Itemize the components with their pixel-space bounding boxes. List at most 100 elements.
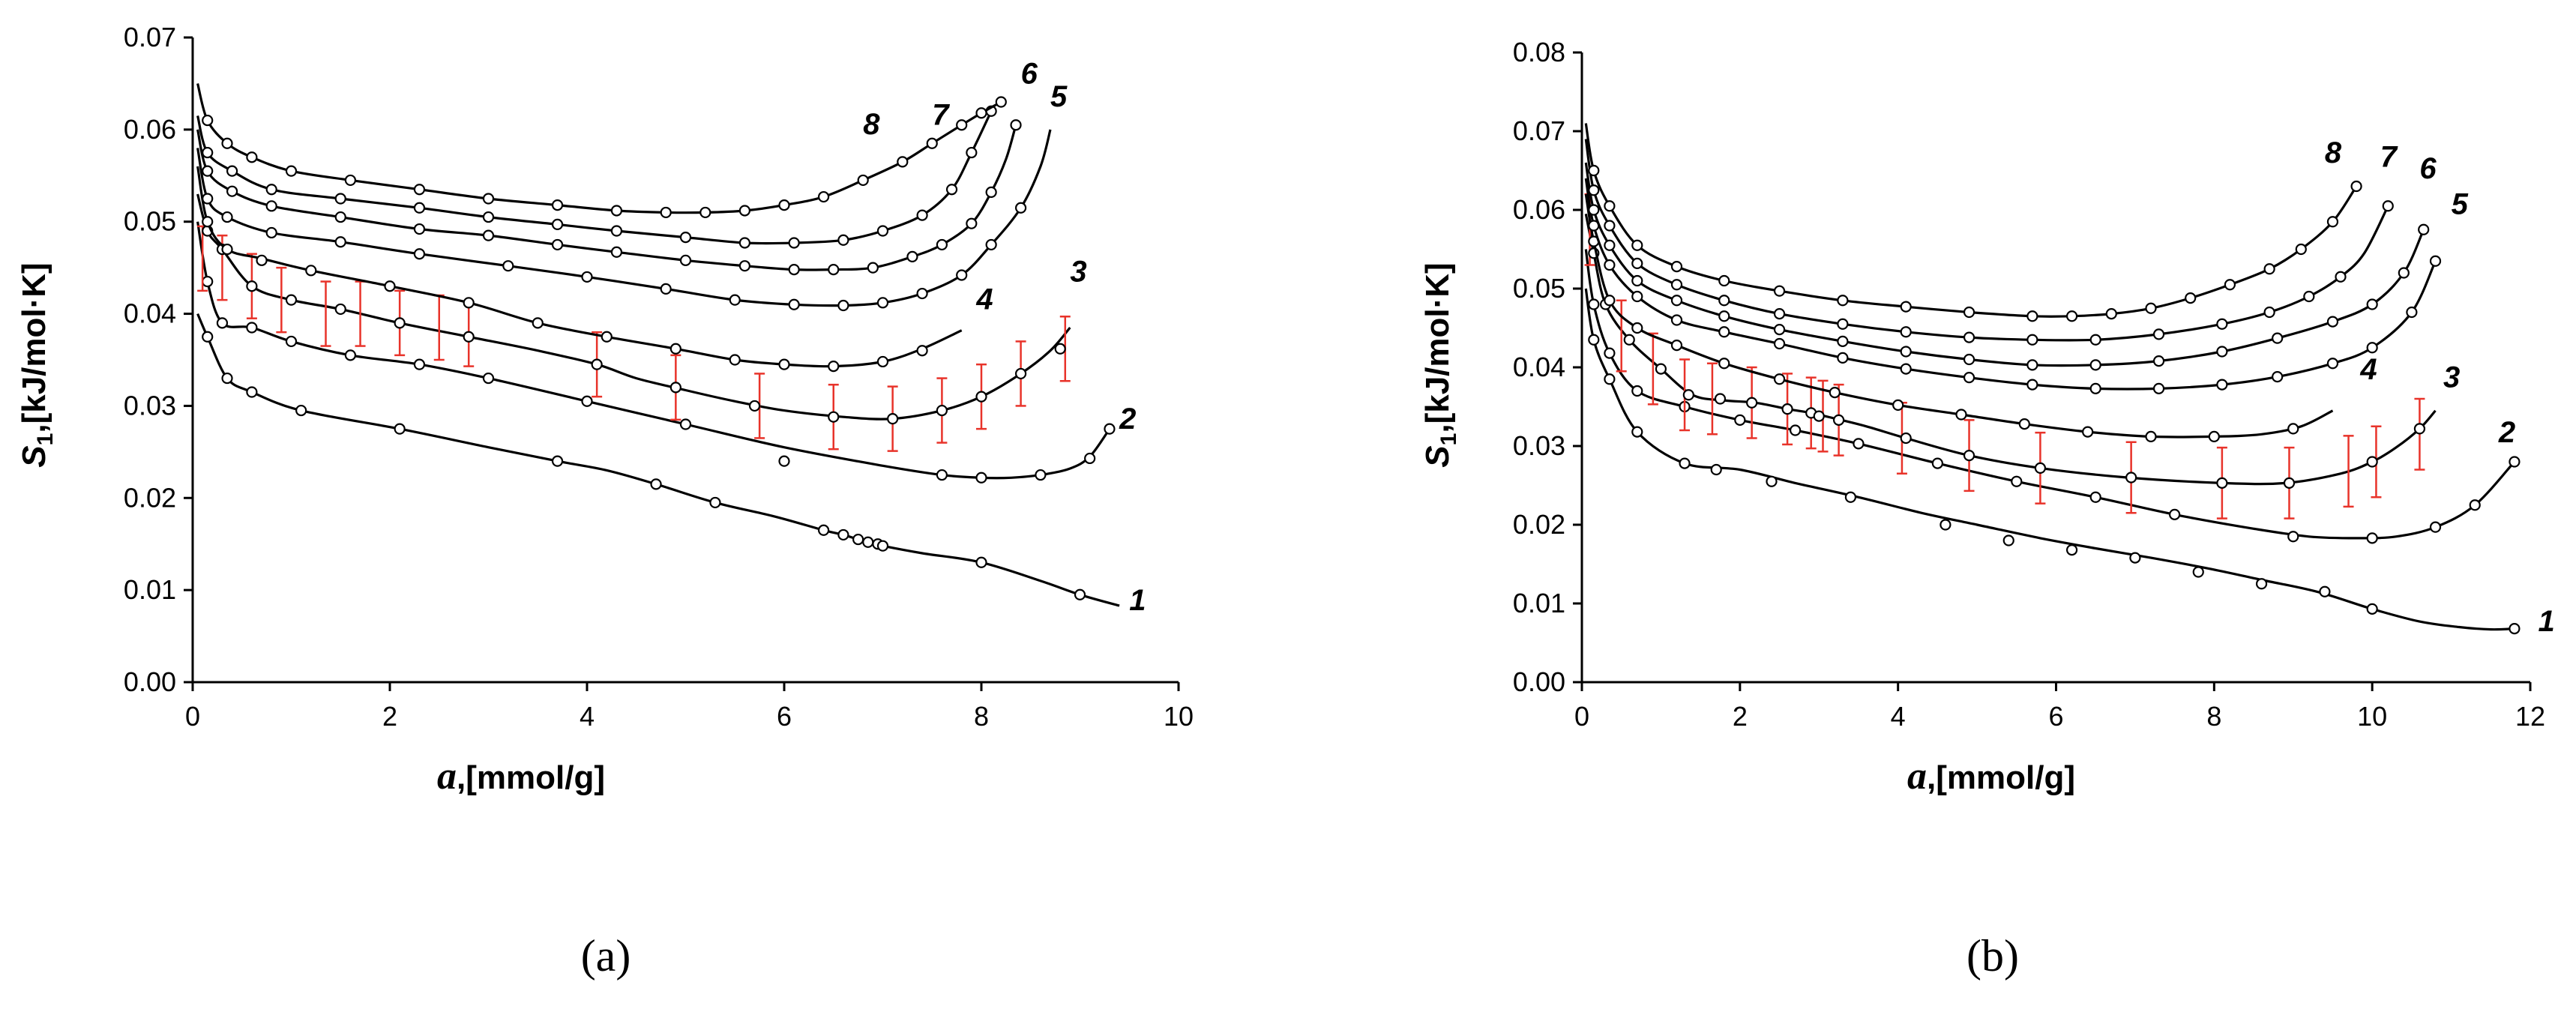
data-point bbox=[463, 331, 475, 343]
x-tick-label: 10 bbox=[2357, 701, 2387, 732]
data-point bbox=[1963, 353, 1975, 366]
x-tick-label: 8 bbox=[2206, 701, 2221, 732]
curve-label-5: 5 bbox=[1050, 80, 1068, 113]
y-tick-label: 0.00 bbox=[1513, 666, 1565, 697]
y-axis-title-sub: 1 bbox=[1436, 433, 1461, 446]
data-point bbox=[2429, 255, 2442, 267]
data-point bbox=[1035, 469, 1047, 481]
series-line-1 bbox=[1584, 288, 2515, 631]
data-point bbox=[956, 269, 968, 281]
data-point bbox=[1588, 204, 1600, 216]
data-point bbox=[413, 223, 426, 235]
data-point bbox=[1718, 295, 1730, 307]
data-point bbox=[748, 400, 761, 412]
data-point bbox=[2145, 302, 2157, 314]
chart-panel-a: S1,[kJ/mol·K] a,[mmol/g] (a) 0 2 4 6 8 100.00… bbox=[16, 22, 1194, 981]
data-point bbox=[551, 238, 564, 251]
data-point bbox=[2089, 334, 2101, 346]
data-point bbox=[679, 254, 692, 266]
error-bar bbox=[1616, 299, 1627, 373]
data-point bbox=[1588, 164, 1600, 177]
data-point bbox=[246, 280, 258, 292]
data-point bbox=[1837, 318, 1849, 330]
data-point bbox=[1963, 331, 1975, 343]
data-point bbox=[1588, 184, 1600, 196]
data-point bbox=[1655, 363, 1667, 375]
data-point bbox=[551, 218, 564, 230]
data-point bbox=[1014, 202, 1027, 214]
svg-text:S1,[kJ/mol·K]: S1,[kJ/mol·K] bbox=[16, 262, 58, 467]
data-point bbox=[2065, 543, 2078, 556]
y-tick-label: 0.07 bbox=[1513, 115, 1565, 146]
series-4: 4 bbox=[1584, 193, 2377, 443]
data-point bbox=[2366, 342, 2378, 354]
series-line-5 bbox=[196, 129, 1052, 307]
data-point bbox=[729, 354, 741, 366]
data-point bbox=[1631, 385, 1643, 397]
data-point bbox=[906, 250, 918, 262]
data-point bbox=[551, 455, 564, 467]
data-point bbox=[876, 540, 889, 552]
data-point bbox=[876, 355, 889, 368]
data-point bbox=[2429, 521, 2442, 533]
data-point bbox=[1813, 410, 1825, 422]
data-point bbox=[1773, 337, 1786, 350]
data-point bbox=[1604, 239, 1616, 251]
data-point bbox=[285, 335, 298, 348]
curve-label-2: 2 bbox=[2498, 416, 2515, 449]
data-point bbox=[502, 260, 514, 272]
data-point bbox=[202, 216, 214, 228]
data-point bbox=[334, 303, 346, 316]
data-point bbox=[2026, 334, 2038, 346]
series-8: 8 bbox=[1584, 123, 2362, 322]
y-tick-label: 0.01 bbox=[124, 574, 176, 605]
data-point bbox=[876, 225, 889, 237]
data-point bbox=[2418, 223, 2430, 235]
data-point bbox=[1955, 409, 1967, 421]
data-point bbox=[1963, 306, 1975, 319]
data-point bbox=[1718, 274, 1730, 287]
x-tick-label: 2 bbox=[382, 701, 397, 732]
data-point bbox=[482, 193, 495, 205]
data-point bbox=[1746, 397, 1758, 409]
series-2: 2 bbox=[1584, 249, 2521, 544]
data-point bbox=[463, 297, 475, 309]
data-point bbox=[2208, 430, 2220, 443]
data-point bbox=[916, 287, 928, 300]
data-point bbox=[1604, 220, 1616, 232]
data-point bbox=[828, 411, 840, 423]
curve-label-3: 3 bbox=[2443, 361, 2460, 394]
data-point bbox=[384, 280, 396, 292]
data-point bbox=[2026, 359, 2038, 371]
data-point bbox=[1734, 414, 1746, 426]
y-axis-title-unit: ,[kJ/mol·K] bbox=[16, 262, 52, 433]
data-point bbox=[916, 209, 928, 221]
y-tick-label: 0.00 bbox=[124, 666, 176, 697]
data-point bbox=[1074, 588, 1086, 600]
data-point bbox=[1631, 257, 1643, 269]
series-1: 1 bbox=[1584, 288, 2555, 638]
data-point bbox=[2216, 379, 2228, 391]
data-point bbox=[1900, 363, 1912, 375]
series-2: 2 bbox=[196, 221, 1136, 484]
data-point bbox=[817, 524, 830, 536]
data-point bbox=[2018, 418, 2030, 430]
data-point bbox=[265, 226, 277, 239]
data-point bbox=[1714, 393, 1727, 405]
data-point bbox=[344, 174, 356, 187]
series-8: 8 bbox=[196, 82, 1007, 219]
y-tick-label: 0.06 bbox=[124, 114, 176, 145]
data-point bbox=[2413, 423, 2426, 435]
data-point bbox=[202, 165, 214, 177]
data-point bbox=[1900, 432, 1912, 445]
x-axis-title-a: a,[mmol/g] bbox=[437, 755, 605, 798]
series-line-2 bbox=[196, 221, 1111, 480]
data-point bbox=[1773, 324, 1786, 336]
curve-label-3: 3 bbox=[1070, 256, 1086, 289]
data-point bbox=[1084, 452, 1096, 465]
data-point bbox=[788, 237, 800, 249]
data-point bbox=[1623, 334, 1635, 346]
series-line-8 bbox=[196, 82, 1002, 214]
data-point bbox=[2152, 328, 2165, 340]
